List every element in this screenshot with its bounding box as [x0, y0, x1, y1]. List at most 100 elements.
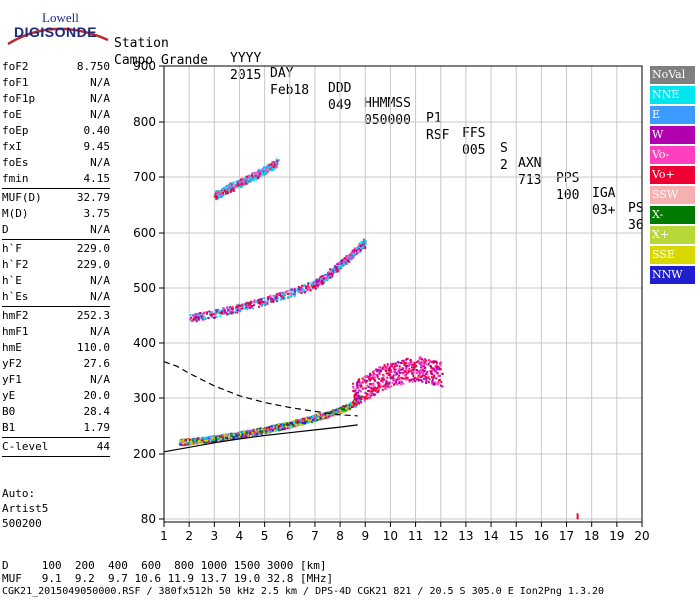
echo-point	[195, 320, 198, 323]
echo-point	[273, 297, 276, 300]
echo-point	[404, 378, 407, 381]
y-tick-label: 80	[141, 512, 156, 526]
echo-point	[246, 178, 249, 181]
echo-point	[257, 302, 260, 305]
x-tick-label: 14	[483, 529, 498, 543]
echo-point	[270, 163, 273, 166]
echo-point	[220, 436, 223, 439]
echo-point	[328, 271, 331, 274]
echo-point	[235, 437, 238, 440]
echo-point	[351, 252, 354, 255]
echo-point	[261, 170, 264, 173]
echo-point	[340, 262, 343, 265]
echo-point	[304, 290, 307, 293]
echo-point	[378, 387, 381, 390]
echo-point	[271, 429, 274, 432]
echo-point	[368, 389, 371, 392]
echo-point	[327, 273, 330, 276]
echo-point	[275, 297, 278, 300]
param-key: hmF2	[2, 309, 29, 322]
echo-point	[433, 376, 436, 379]
param-value: N/A	[90, 76, 110, 89]
echo-point	[406, 372, 409, 375]
header-label-station: Station	[114, 36, 169, 51]
echo-point	[264, 170, 267, 173]
echo-point	[286, 426, 289, 429]
echo-point	[250, 304, 253, 307]
echo-point	[256, 428, 259, 431]
echo-point	[355, 403, 358, 406]
echo-point	[294, 289, 297, 292]
param-key: h`E	[2, 274, 22, 287]
echo-point	[287, 423, 290, 426]
echo-point	[276, 160, 279, 163]
param-key: foEp	[2, 124, 29, 137]
echo-point	[373, 385, 376, 388]
echo-point	[334, 271, 337, 274]
echo-point	[247, 305, 250, 308]
echo-point	[303, 422, 306, 425]
echo-point	[258, 300, 261, 303]
echo-point	[296, 289, 299, 292]
param-value: 252.3	[76, 309, 110, 322]
echo-point	[254, 171, 257, 174]
echo-point	[345, 256, 348, 259]
echo-point	[252, 175, 255, 178]
echo-point	[188, 442, 191, 445]
echo-point	[425, 362, 428, 365]
echo-point	[376, 374, 379, 377]
echo-point	[329, 276, 332, 279]
echo-point	[435, 361, 438, 364]
echo-point	[400, 371, 403, 374]
echo-point	[241, 177, 244, 180]
echo-point	[376, 376, 379, 379]
echo-point	[197, 314, 200, 317]
echo-point	[390, 376, 393, 379]
echo-point	[361, 395, 364, 398]
echo-point	[285, 425, 288, 428]
echo-point	[389, 369, 392, 372]
echo-point	[384, 385, 387, 388]
x-tick-label: 16	[534, 529, 549, 543]
echo-point	[398, 382, 401, 385]
echo-point	[280, 297, 283, 300]
echo-point	[217, 439, 220, 442]
echo-point	[307, 288, 310, 291]
param-key: B1	[2, 421, 16, 434]
param-row: C-level 44	[2, 439, 110, 455]
echo-point	[268, 296, 271, 299]
echo-point	[418, 361, 421, 364]
echo-point	[390, 364, 393, 367]
param-value: N/A	[90, 223, 110, 236]
echo-point	[393, 370, 396, 373]
echo-point	[359, 249, 362, 252]
echo-point	[377, 385, 380, 388]
echo-point	[345, 407, 348, 410]
echo-point	[267, 165, 270, 168]
echo-point	[381, 377, 384, 380]
echo-point	[325, 414, 328, 417]
echo-point	[286, 290, 289, 293]
echo-point	[236, 309, 239, 312]
echo-point	[306, 288, 309, 291]
echo-point	[331, 273, 334, 276]
param-key: M(D)	[2, 207, 29, 220]
echo-point	[380, 379, 383, 382]
param-value: N/A	[90, 373, 110, 386]
echo-point	[221, 434, 224, 437]
echo-point	[293, 420, 296, 423]
echo-point	[332, 414, 335, 417]
echo-point	[239, 180, 242, 183]
echo-point	[299, 423, 302, 426]
echo-point	[293, 290, 296, 293]
param-key: foF2	[2, 60, 29, 73]
echo-point	[283, 297, 286, 300]
echo-point	[305, 417, 308, 420]
echo-point	[435, 364, 438, 367]
echo-point	[189, 318, 192, 321]
param-row: foF1 N/A	[2, 75, 110, 91]
echo-point	[297, 286, 300, 289]
echo-point	[300, 288, 303, 291]
param-value: 28.4	[83, 405, 111, 418]
echo-point	[334, 413, 337, 416]
